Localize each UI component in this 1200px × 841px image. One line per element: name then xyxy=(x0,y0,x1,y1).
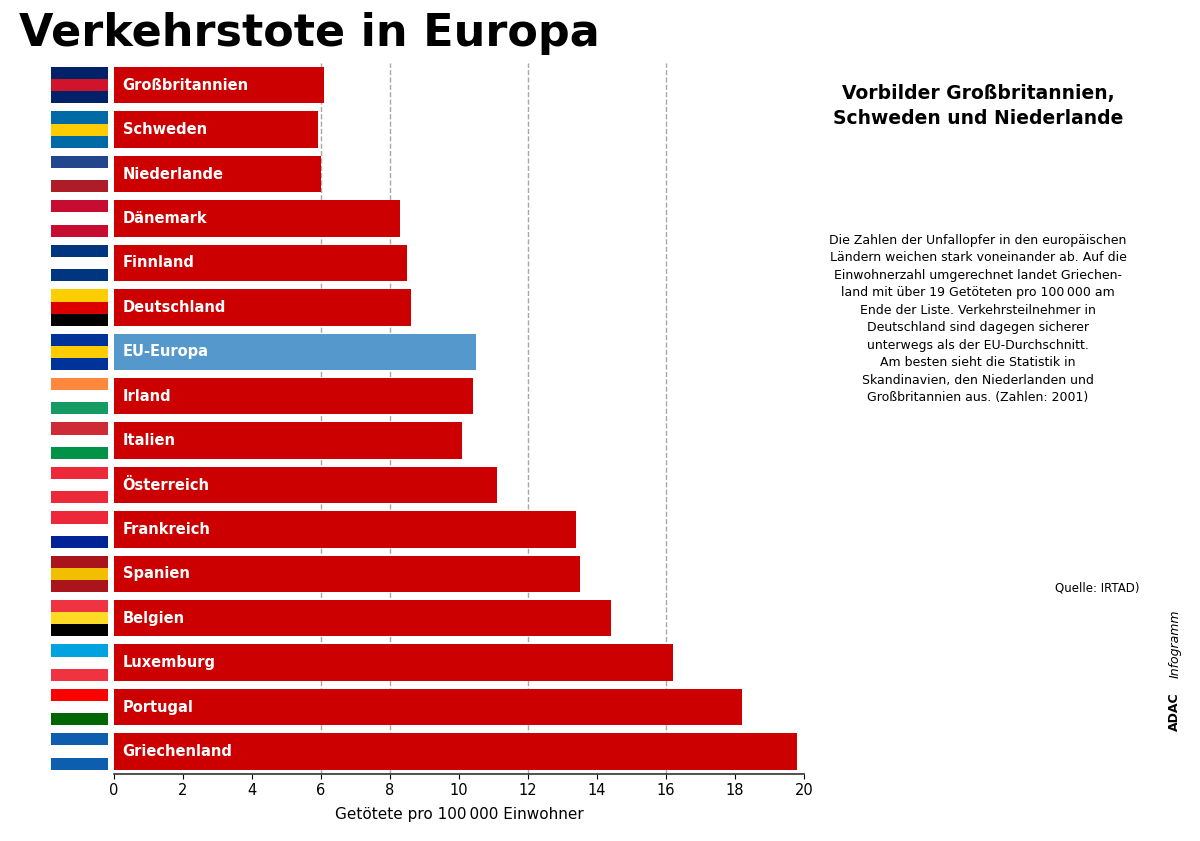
Bar xyxy=(114,422,462,459)
Bar xyxy=(52,511,108,547)
Bar xyxy=(52,612,108,625)
Text: Finnland: Finnland xyxy=(122,256,194,271)
Bar xyxy=(52,200,108,236)
Text: Schweden: Schweden xyxy=(122,122,206,137)
Bar xyxy=(52,378,108,390)
Text: Irland: Irland xyxy=(122,389,172,404)
Bar xyxy=(114,67,324,103)
Bar xyxy=(52,657,108,669)
Bar xyxy=(114,644,673,681)
Text: Frankreich: Frankreich xyxy=(122,522,210,537)
Bar xyxy=(52,600,108,612)
Bar xyxy=(114,556,580,592)
Bar xyxy=(52,257,108,269)
Bar xyxy=(114,289,410,325)
Bar xyxy=(52,168,108,180)
Text: Deutschland: Deutschland xyxy=(122,300,226,315)
Text: Luxemburg: Luxemburg xyxy=(122,655,216,670)
Bar xyxy=(52,67,108,103)
Bar xyxy=(52,556,108,592)
Bar xyxy=(52,301,108,314)
Bar xyxy=(52,523,108,536)
Bar xyxy=(52,156,108,168)
Bar xyxy=(114,200,401,236)
Text: Großbritannien: Großbritannien xyxy=(122,77,248,93)
Bar xyxy=(52,511,108,524)
X-axis label: Getötete pro 100 000 Einwohner: Getötete pro 100 000 Einwohner xyxy=(335,807,583,822)
Bar xyxy=(52,289,108,302)
Bar xyxy=(52,479,108,491)
Bar xyxy=(114,378,473,415)
Text: Die Zahlen der Unfallopfer in den europäischen
Ländern weichen stark voneinander: Die Zahlen der Unfallopfer in den europä… xyxy=(829,234,1127,405)
Bar xyxy=(114,112,318,148)
Text: Infogramm: Infogramm xyxy=(1169,609,1181,678)
Bar xyxy=(52,112,108,148)
Text: Österreich: Österreich xyxy=(122,478,210,493)
Text: Belgien: Belgien xyxy=(122,611,185,626)
Text: Italien: Italien xyxy=(122,433,175,448)
Bar xyxy=(52,733,108,770)
Bar xyxy=(52,390,108,402)
Bar xyxy=(52,689,108,725)
Text: Niederlande: Niederlande xyxy=(122,167,223,182)
Bar xyxy=(114,689,742,725)
Bar xyxy=(114,467,497,503)
Bar xyxy=(114,600,611,637)
Text: Griechenland: Griechenland xyxy=(122,744,233,759)
Bar xyxy=(52,422,108,435)
Bar xyxy=(114,156,320,193)
Text: Vorbilder Großbritannien,
Schweden und Niederlande: Vorbilder Großbritannien, Schweden und N… xyxy=(833,84,1123,128)
Text: Portugal: Portugal xyxy=(122,700,193,715)
Bar xyxy=(114,245,407,281)
Bar xyxy=(52,689,108,701)
Bar xyxy=(52,644,108,681)
Bar xyxy=(52,212,108,225)
Bar xyxy=(114,334,476,370)
Bar xyxy=(114,511,576,547)
Bar xyxy=(52,289,108,325)
Bar xyxy=(52,435,108,447)
Bar xyxy=(52,745,108,758)
Text: EU-Europa: EU-Europa xyxy=(122,344,209,359)
Text: Spanien: Spanien xyxy=(122,566,190,581)
Bar xyxy=(52,467,108,503)
Text: ADAC: ADAC xyxy=(1169,692,1181,731)
Bar xyxy=(52,346,108,358)
Bar xyxy=(114,733,797,770)
Bar xyxy=(52,79,108,92)
Text: Dänemark: Dänemark xyxy=(122,211,208,226)
Bar xyxy=(52,644,108,657)
Bar xyxy=(52,600,108,637)
Bar xyxy=(52,568,108,580)
Bar xyxy=(52,245,108,281)
Text: Verkehrstote in Europa: Verkehrstote in Europa xyxy=(19,12,599,55)
Text: Quelle: IRTAD): Quelle: IRTAD) xyxy=(1055,582,1139,595)
Bar xyxy=(52,701,108,713)
Bar xyxy=(52,378,108,415)
Bar xyxy=(52,422,108,459)
Bar xyxy=(52,334,108,370)
Bar xyxy=(52,156,108,193)
Bar xyxy=(52,124,108,136)
